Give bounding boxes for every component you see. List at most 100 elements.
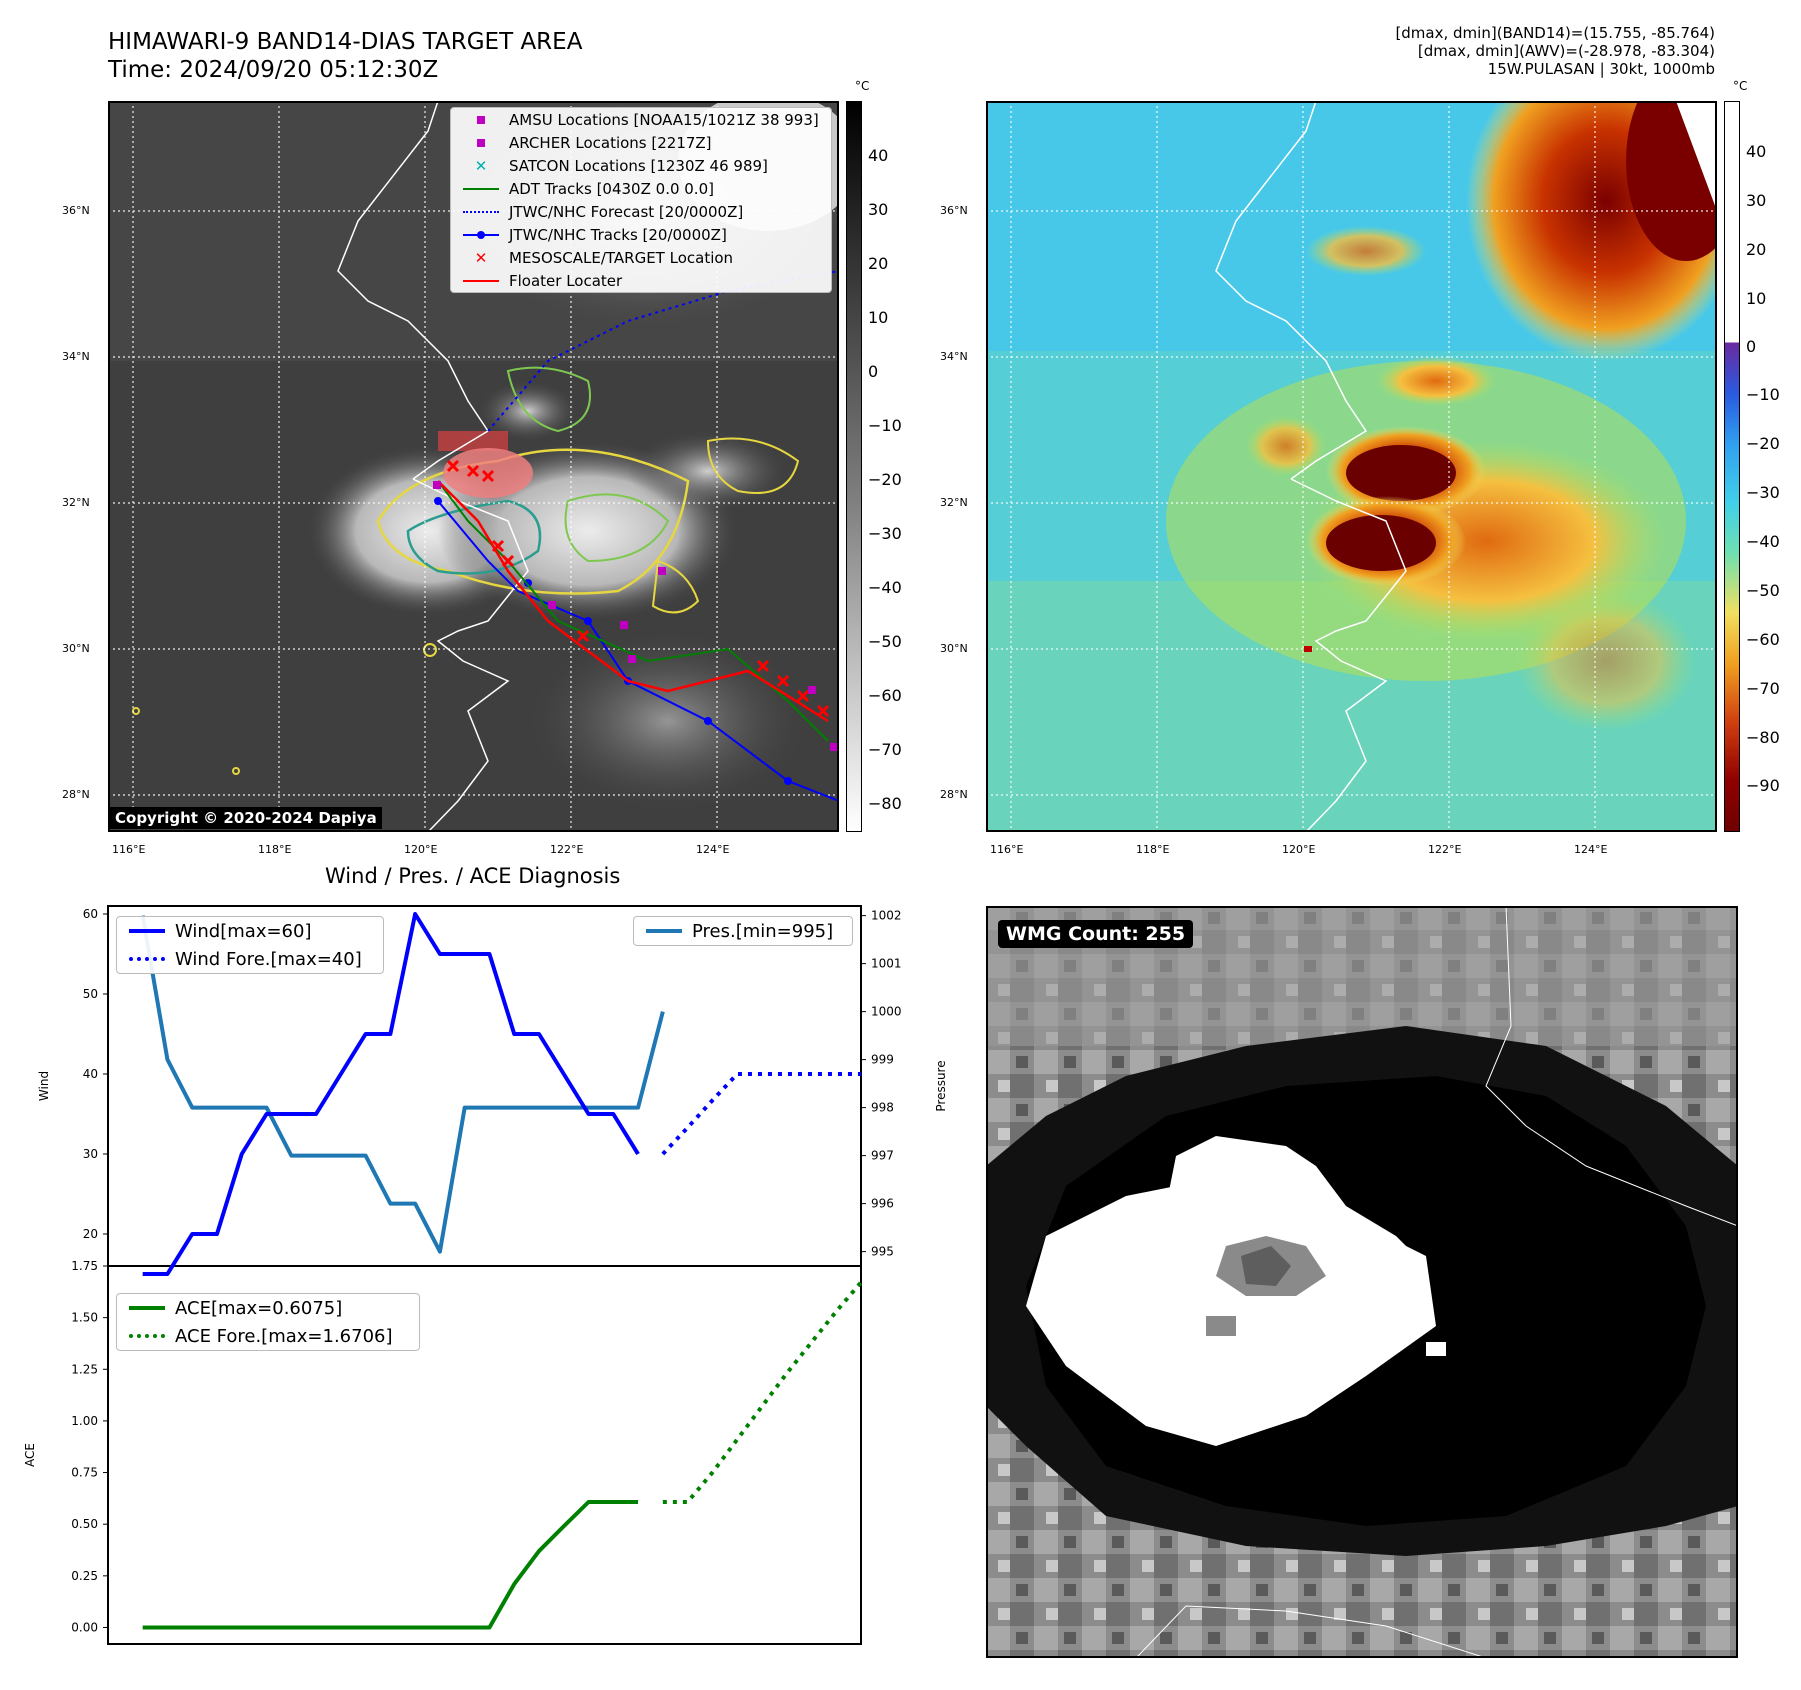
colorbar-tick: −10 xyxy=(868,416,902,435)
lat-label: 30°N xyxy=(940,642,968,655)
wind-ytick-label: 60 xyxy=(83,907,98,921)
legend-item: Floater Locater xyxy=(451,269,831,292)
x-marker-icon: ✕ xyxy=(474,248,488,267)
lon-label: 118°E xyxy=(1136,843,1170,856)
colorbar-tick: −50 xyxy=(868,632,902,651)
legend-label: JTWC/NHC Forecast [20/0000Z] xyxy=(509,202,744,221)
pressure-ytick-label: 999 xyxy=(871,1053,894,1067)
ace-legend: ACE[max=0.6075] ACE Fore.[max=1.6706] xyxy=(116,1293,420,1351)
colorbar-tick: 10 xyxy=(868,308,889,327)
legend-label: SATCON Locations [1230Z 46 989] xyxy=(509,156,768,175)
copyright-badge: Copyright © 2020-2024 Dapiya xyxy=(110,807,382,829)
legend-label: ACE Fore.[max=1.6706] xyxy=(175,1325,393,1347)
colorbar-tick: −60 xyxy=(1746,630,1780,649)
ir-map-frame xyxy=(108,101,839,832)
figure-title-line1: HIMAWARI-9 BAND14-DIAS TARGET AREA xyxy=(108,29,583,55)
pressure-ytick-label: 996 xyxy=(871,1197,894,1211)
colorbar-tick: 10 xyxy=(1746,289,1767,308)
lon-label: 116°E xyxy=(112,843,146,856)
colorbar-tick: 30 xyxy=(1746,191,1767,210)
ace-forecast-line xyxy=(662,1281,863,1504)
wind-ytick-label: 30 xyxy=(83,1147,98,1161)
colorbar-tick: −70 xyxy=(868,740,902,759)
legend-label: JTWC/NHC Tracks [20/0000Z] xyxy=(509,225,727,244)
colorbar-tick: −40 xyxy=(868,578,902,597)
solid-line-icon xyxy=(125,1306,169,1310)
legend-item: ARCHER Locations [2217Z] xyxy=(451,131,831,154)
colorbar-tick: 20 xyxy=(1746,240,1767,259)
colorbar-tick: 0 xyxy=(1746,337,1757,356)
legend-label: ACE[max=0.6075] xyxy=(175,1297,343,1319)
colorbar-tick: −60 xyxy=(868,686,902,705)
wind-line xyxy=(142,912,640,1276)
wmg-frame xyxy=(986,906,1738,1658)
lon-label: 122°E xyxy=(550,843,584,856)
lon-label: 124°E xyxy=(696,843,730,856)
legend-label: AMSU Locations [NOAA15/1021Z 38 993] xyxy=(509,110,819,129)
legend-item: JTWC/NHC Forecast [20/0000Z] xyxy=(451,200,831,223)
legend-item: Pres.[min=995] xyxy=(634,917,852,945)
colorbar-tick: −90 xyxy=(1746,776,1780,795)
ace-ytick-label: 0.00 xyxy=(71,1620,98,1634)
header-meta: [dmax, dmin](BAND14)=(15.755, -85.764) [… xyxy=(1115,24,1715,78)
lat-label: 28°N xyxy=(62,788,90,801)
colorbar-tick: −80 xyxy=(1746,728,1780,747)
ace-ytick-label: 1.50 xyxy=(71,1311,98,1325)
legend-item: Wind[max=60] xyxy=(117,917,383,945)
ace-ytick-label: 1.00 xyxy=(71,1414,98,1428)
x-marker-icon: ✕ xyxy=(474,156,488,175)
legend-item: ACE Fore.[max=1.6706] xyxy=(117,1322,419,1350)
ace-axes-frame xyxy=(107,1265,862,1645)
legend-item: Wind Fore.[max=40] xyxy=(117,945,383,973)
ace-line xyxy=(142,1499,639,1630)
colorbar-tick: −30 xyxy=(1746,483,1780,502)
solid-line-icon xyxy=(125,929,169,933)
legend-item: ✕ MESOSCALE/TARGET Location xyxy=(451,246,831,269)
colorbar-tick: 20 xyxy=(868,254,889,273)
track-legend: AMSU Locations [NOAA15/1021Z 38 993] ARC… xyxy=(450,107,832,293)
diagnosis-title: Wind / Pres. / ACE Diagnosis xyxy=(325,864,621,888)
pressure-ytick-label: 1000 xyxy=(871,1005,902,1019)
lat-label: 34°N xyxy=(62,350,90,363)
ace-ytick-label: 1.25 xyxy=(71,1362,98,1376)
ace-ytick-label: 0.75 xyxy=(71,1466,98,1480)
wmg-image xyxy=(986,906,1738,1658)
lon-label: 120°E xyxy=(1282,843,1316,856)
pressure-axis-label: Pressure xyxy=(934,1060,948,1111)
ace-axis-label: ACE xyxy=(23,1443,37,1467)
wind-ytick-label: 40 xyxy=(83,1067,98,1081)
lon-label: 124°E xyxy=(1574,843,1608,856)
colorbar-unit: °C xyxy=(1733,79,1748,93)
pressure-ytick-label: 1001 xyxy=(871,957,902,971)
awv-colorbar xyxy=(1724,101,1740,832)
lat-label: 32°N xyxy=(940,496,968,509)
lon-label: 116°E xyxy=(990,843,1024,856)
lat-label: 30°N xyxy=(62,642,90,655)
square-marker-icon xyxy=(459,138,503,147)
wind-legend: Wind[max=60] Wind Fore.[max=40] xyxy=(116,916,384,974)
lat-label: 32°N xyxy=(62,496,90,509)
legend-item: ACE[max=0.6075] xyxy=(117,1294,419,1322)
pressure-ytick-label: 997 xyxy=(871,1149,894,1163)
colorbar-tick: −20 xyxy=(1746,434,1780,453)
dotted-line-icon xyxy=(125,957,169,961)
square-marker-icon xyxy=(459,115,503,124)
legend-label: Wind Fore.[max=40] xyxy=(175,948,362,970)
dotted-line-icon xyxy=(125,1334,169,1338)
colorbar-tick: −20 xyxy=(868,470,902,489)
solid-line-icon xyxy=(642,929,686,933)
legend-item: JTWC/NHC Tracks [20/0000Z] xyxy=(451,223,831,246)
legend-item: ADT Tracks [0430Z 0.0 0.0] xyxy=(451,177,831,200)
colorbar-tick: −50 xyxy=(1746,581,1780,600)
legend-label: ARCHER Locations [2217Z] xyxy=(509,133,712,152)
solid-line-icon xyxy=(459,279,503,282)
pressure-legend: Pres.[min=995] xyxy=(633,916,853,946)
lon-label: 120°E xyxy=(404,843,438,856)
awv-map-panel xyxy=(986,41,1746,833)
legend-label: MESOSCALE/TARGET Location xyxy=(509,248,734,267)
legend-label: Pres.[min=995] xyxy=(692,920,834,942)
lat-label: 34°N xyxy=(940,350,968,363)
wind-ytick-label: 20 xyxy=(83,1227,98,1241)
awv-map-frame xyxy=(986,101,1717,832)
lat-label: 36°N xyxy=(940,204,968,217)
